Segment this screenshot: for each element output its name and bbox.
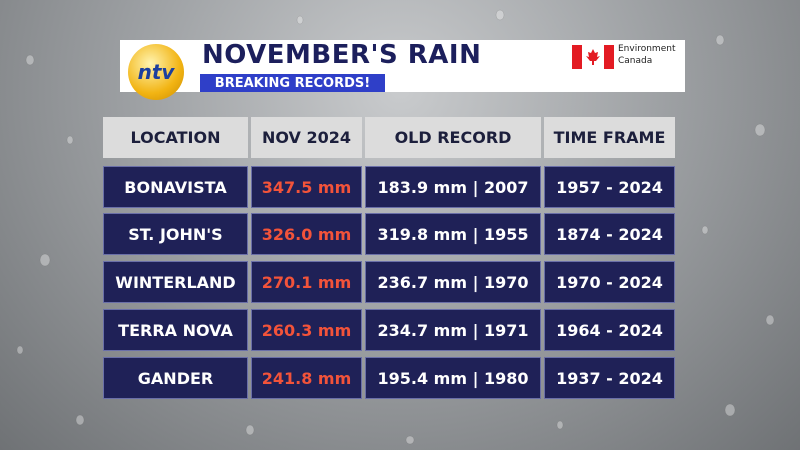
logo: ntv	[128, 44, 184, 100]
column-header: NOV 2024	[251, 117, 362, 158]
table-cell: 1937 - 2024	[544, 357, 675, 399]
table-cell: ST. JOHN'S	[103, 213, 248, 255]
table-cell: 1874 - 2024	[544, 213, 675, 255]
table-cell: 1964 - 2024	[544, 309, 675, 351]
flag	[572, 45, 614, 69]
table-cell: 183.9 mm | 2007	[365, 166, 541, 208]
table-cell: 234.7 mm | 1971	[365, 309, 541, 351]
title: NOVEMBER'S RAIN	[202, 40, 482, 70]
column-header: TIME FRAME	[544, 117, 675, 158]
source-line: Environment	[618, 44, 676, 54]
table-cell: 326.0 mm	[251, 213, 362, 255]
table-cell: 260.3 mm	[251, 309, 362, 351]
table-cell: 241.8 mm	[251, 357, 362, 399]
table-cell: 347.5 mm	[251, 166, 362, 208]
column-header: OLD RECORD	[365, 117, 541, 158]
source-line: Canada	[618, 56, 653, 66]
table-cell: 1957 - 2024	[544, 166, 675, 208]
subtitle: BREAKING RECORDS!	[200, 74, 385, 92]
table-cell: GANDER	[103, 357, 248, 399]
table-cell: 1970 - 2024	[544, 261, 675, 303]
table-cell: 236.7 mm | 1970	[365, 261, 541, 303]
column-header: LOCATION	[103, 117, 248, 158]
table-cell: 319.8 mm | 1955	[365, 213, 541, 255]
table-cell: 195.4 mm | 1980	[365, 357, 541, 399]
header: ntv NOVEMBER'S RAIN BREAKING RECORDS! En…	[120, 40, 685, 100]
table-cell: 270.1 mm	[251, 261, 362, 303]
table-cell: WINTERLAND	[103, 261, 248, 303]
table-cell: TERRA NOVA	[103, 309, 248, 351]
table-cell: BONAVISTA	[103, 166, 248, 208]
